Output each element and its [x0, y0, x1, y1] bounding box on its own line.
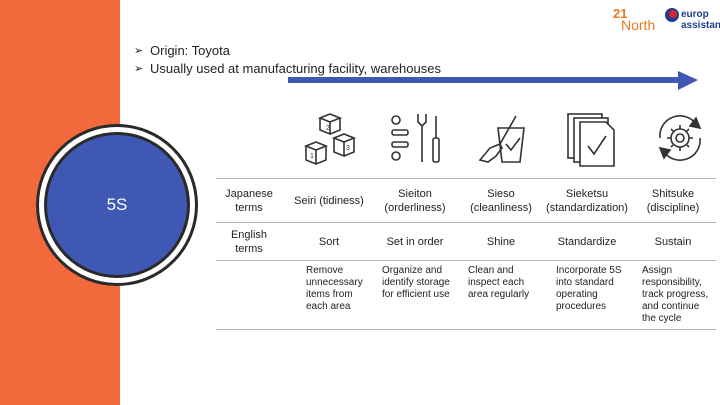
bullet-list: ➢ Origin: Toyota ➢ Usually used at manufac…: [134, 42, 441, 78]
description-text: Remove unnecessary items from each area: [306, 265, 363, 312]
svg-text:3: 3: [346, 145, 350, 152]
japanese-term: Sieiton (orderliness): [384, 187, 446, 214]
table-row-japanese: Japanese terms Seiri (tidiness) Sieiton …: [216, 178, 716, 222]
5s-circle: 5S: [36, 124, 198, 286]
5s-circle-inner: 5S: [44, 132, 190, 278]
europ-logo-line1: europ: [681, 9, 709, 20]
description-text: Organize and identify storage for effici…: [382, 265, 450, 300]
bullet-item: ➢ Usually used at manufacturing facility,…: [134, 60, 441, 78]
english-term: Sustain: [654, 235, 692, 248]
gear-cycle-icon: [658, 115, 702, 161]
english-term: Sort: [318, 235, 340, 248]
document-check-icon: [567, 113, 615, 167]
logo-number: 21: [613, 6, 628, 21]
description-text: Clean and inspect each area regularly: [468, 265, 530, 300]
description-text: Incorporate 5S into standard operating p…: [556, 265, 622, 312]
boxes-icon: 2 1 3: [303, 113, 357, 166]
bullet-text: Origin: Toyota: [150, 43, 230, 58]
europ-logo-mark-icon: [665, 8, 679, 22]
japanese-term: Sieso (cleanliness): [470, 187, 532, 214]
japanese-term: Seiri (tidiness): [294, 194, 364, 207]
row-header-english: English terms: [230, 228, 268, 255]
english-term: Shine: [486, 235, 516, 248]
icon-row: 2 1 3: [290, 108, 720, 173]
description-text: Assign responsibility, track progress, a…: [642, 265, 709, 324]
progress-arrow: [288, 71, 698, 90]
svg-text:1: 1: [310, 153, 314, 160]
bullet-item: ➢ Origin: Toyota: [134, 42, 441, 60]
japanese-term: Shitsuke (discipline): [646, 187, 700, 214]
arrow-bullet-icon: ➢: [134, 45, 144, 57]
21north-logo: 21 North: [613, 6, 663, 34]
europ-logo-line2: assistance: [681, 20, 720, 31]
table-row-description: Remove unnecessary items from each area …: [216, 260, 716, 330]
row-header-japanese: Japanese terms: [225, 187, 273, 214]
logo-word: North: [621, 17, 656, 33]
tools-icon: [391, 114, 440, 163]
table-row-english: English terms Sort Set in order Shine St…: [216, 222, 716, 260]
broom-bucket-icon: [478, 115, 525, 163]
japanese-term: Sieketsu (standardization): [546, 187, 628, 214]
5s-label: 5S: [106, 195, 128, 214]
arrow-bullet-icon: ➢: [134, 63, 144, 75]
bullet-text: Usually used at manufacturing facility, …: [150, 61, 441, 76]
english-term: Standardize: [557, 235, 617, 248]
english-term: Set in order: [386, 235, 444, 248]
svg-text:2: 2: [326, 125, 330, 132]
europ-assistance-logo: europ assistance: [665, 4, 720, 36]
5s-table: Japanese terms Seiri (tidiness) Sieiton …: [216, 178, 716, 330]
